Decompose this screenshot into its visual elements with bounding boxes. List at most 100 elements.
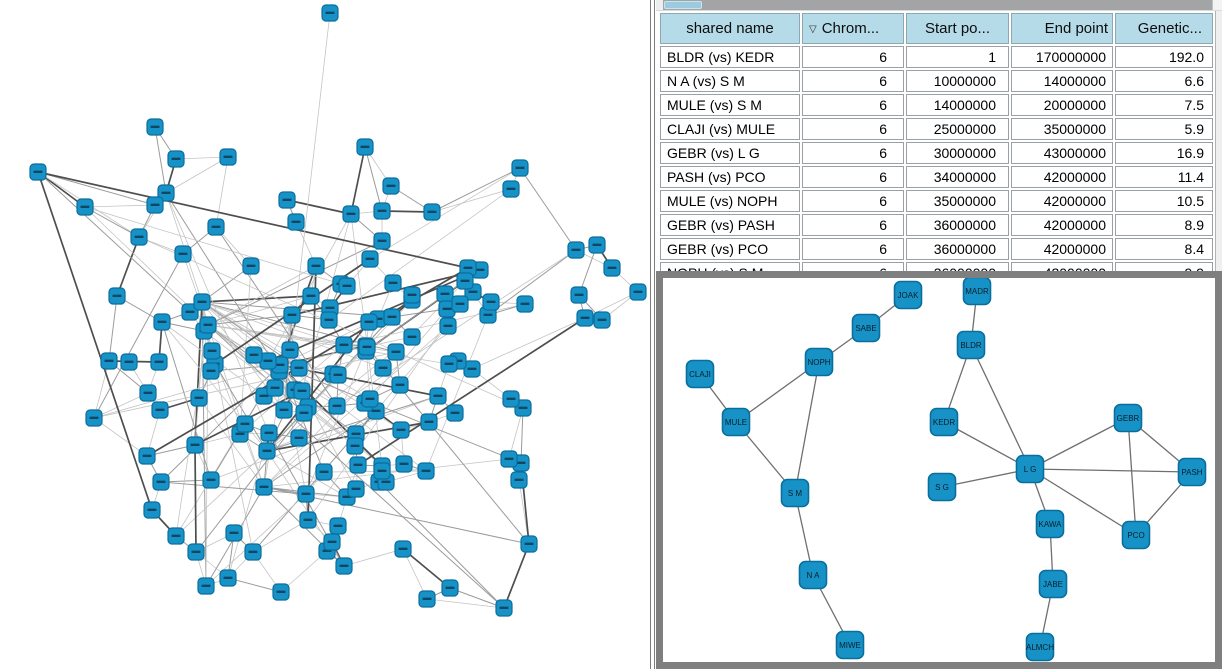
table-row[interactable]: GEBR (vs) PASH 6 36000000 42000000 8.9 [660,214,1213,236]
network-node[interactable] [321,4,339,22]
network-node[interactable] [266,379,284,397]
table-cell[interactable]: 5.9 [1115,118,1213,140]
table-cell[interactable]: 35000000 [1011,118,1113,140]
network-node[interactable] [439,317,457,335]
network-node[interactable] [479,306,497,324]
table-cell[interactable]: 170000000 [1011,46,1113,68]
table-cell[interactable]: 30000000 [906,142,1009,164]
network-node[interactable] [451,295,469,313]
network-node[interactable] [387,343,405,361]
network-node[interactable] [255,478,273,496]
subnetwork-canvas[interactable]: JOAK MADR SABE BLDR NOPH CLAJI MULE KEDR GEBR L G… [663,278,1215,662]
network-node-n-a[interactable]: N A [798,560,828,590]
network-node[interactable] [358,338,376,356]
network-edge[interactable] [1127,417,1137,536]
network-node[interactable] [242,257,260,275]
table-cell[interactable]: 25000000 [906,118,1009,140]
network-edge[interactable] [1029,468,1137,536]
network-node[interactable] [373,232,391,250]
network-node[interactable] [520,535,538,553]
network-node-jabe[interactable]: JABE [1038,569,1068,599]
network-node-miwe[interactable]: MIWE [835,630,865,660]
network-node[interactable] [287,213,305,231]
network-node[interactable] [120,353,138,371]
network-node[interactable] [382,177,400,195]
network-edge[interactable] [941,468,1031,488]
network-node[interactable] [244,543,262,561]
network-node[interactable] [151,401,169,419]
network-node[interactable] [139,384,157,402]
network-node[interactable] [146,118,164,136]
network-node[interactable] [373,462,391,480]
network-node[interactable] [603,259,621,277]
network-node-kedr[interactable]: KEDR [929,407,959,437]
network-node[interactable] [423,203,441,221]
column-header-genetic-[interactable]: Genetic... [1115,13,1213,44]
network-node[interactable] [495,599,513,617]
column-header-end-point[interactable]: End point [1011,13,1113,44]
network-node[interactable] [392,421,410,439]
table-row[interactable]: GEBR (vs) PCO 6 36000000 42000000 8.4 [660,238,1213,260]
network-node-pco[interactable]: PCO [1121,520,1151,550]
network-node[interactable] [130,228,148,246]
network-node[interactable] [420,413,438,431]
main-network-canvas[interactable] [0,0,650,669]
network-node[interactable] [384,274,402,292]
network-node[interactable] [329,366,347,384]
table-cell[interactable]: 14000000 [1011,70,1113,92]
network-node[interactable] [290,429,308,447]
network-node[interactable] [323,533,341,551]
network-node-s-m[interactable]: S M [780,478,810,508]
network-node[interactable] [394,540,412,558]
table-cell[interactable]: 42000000 [1011,190,1113,212]
column-header-chrom-[interactable]: ▽ Chrom... [802,13,904,44]
table-cell[interactable]: 16.9 [1115,142,1213,164]
network-node[interactable] [143,501,161,519]
network-node[interactable] [283,306,301,324]
network-node[interactable] [29,163,47,181]
network-node[interactable] [281,341,299,359]
network-node[interactable] [328,397,346,415]
network-node[interactable] [346,437,364,455]
table-cell[interactable]: 43000000 [1011,142,1113,164]
network-node[interactable] [403,286,421,304]
network-node[interactable] [203,342,221,360]
table-cell[interactable]: 8.4 [1115,238,1213,260]
network-node[interactable] [418,590,436,608]
network-node[interactable] [315,463,333,481]
table-row[interactable]: BLDR (vs) KEDR 6 1 170000000 192.0 [660,46,1213,68]
table-row[interactable]: CLAJI (vs) MULE 6 25000000 35000000 5.9 [660,118,1213,140]
table-cell[interactable]: 42000000 [1011,214,1113,236]
table-cell[interactable]: 20000000 [1011,94,1113,116]
network-node[interactable] [329,517,347,535]
network-node[interactable] [100,352,118,370]
network-node[interactable] [335,336,353,354]
network-node[interactable] [202,471,220,489]
table-row[interactable]: MULE (vs) NOPH 6 35000000 42000000 10.5 [660,190,1213,212]
network-node[interactable] [193,293,211,311]
network-node[interactable] [356,138,374,156]
table-cell[interactable]: N A (vs) S M [660,70,800,92]
network-node[interactable] [629,283,647,301]
network-node-gebr[interactable]: GEBR [1113,403,1143,433]
network-node-mule[interactable]: MULE [721,407,751,437]
table-cell[interactable]: 42000000 [1011,166,1113,188]
network-node[interactable] [342,205,360,223]
network-node[interactable] [297,485,315,503]
network-node[interactable] [219,569,237,587]
network-node[interactable] [152,473,170,491]
table-row[interactable]: PASH (vs) PCO 6 34000000 42000000 11.4 [660,166,1213,188]
network-node[interactable] [338,277,356,295]
table-row[interactable]: GEBR (vs) L G 6 30000000 43000000 16.9 [660,142,1213,164]
table-cell[interactable]: 34000000 [906,166,1009,188]
table-cell[interactable]: 192.0 [1115,46,1213,68]
table-row[interactable]: MULE (vs) S M 6 14000000 20000000 7.5 [660,94,1213,116]
network-node[interactable] [197,577,215,595]
column-header-shared-name[interactable]: shared name [660,13,800,44]
network-node[interactable] [85,409,103,427]
network-node-claji[interactable]: CLAJI [685,359,715,389]
network-node-l-g[interactable]: L G [1015,454,1045,484]
network-node-bldr[interactable]: BLDR [956,330,986,360]
table-cell[interactable]: BLDR (vs) KEDR [660,46,800,68]
table-cell[interactable]: 6 [802,94,904,116]
